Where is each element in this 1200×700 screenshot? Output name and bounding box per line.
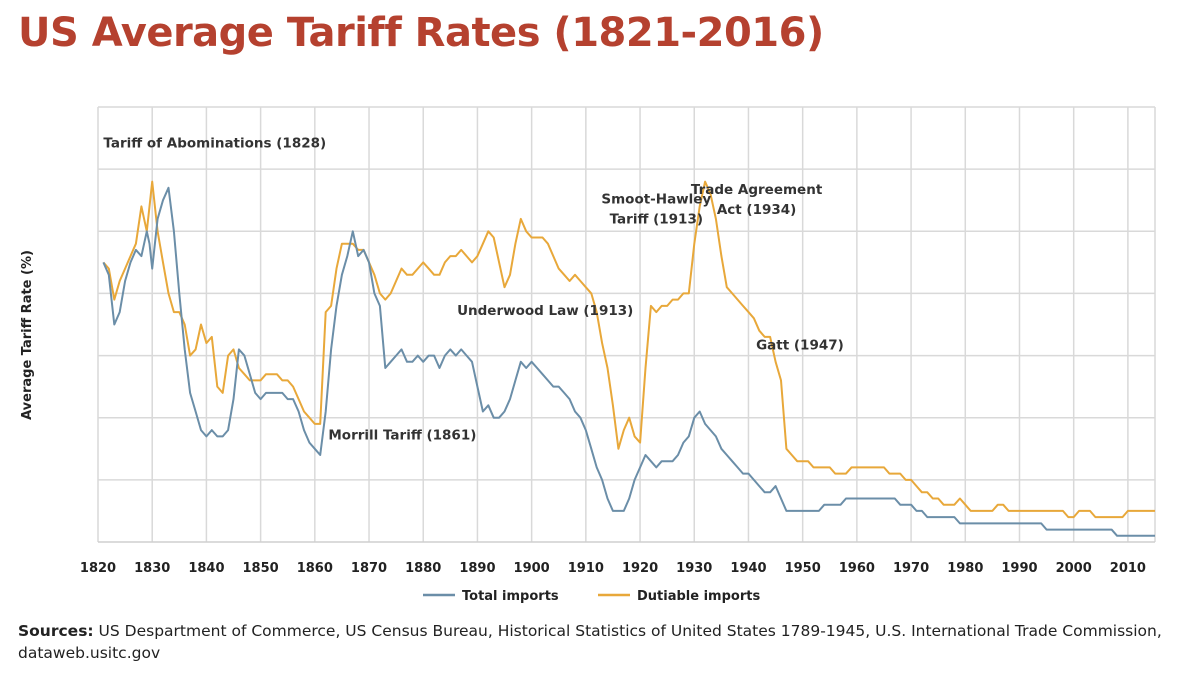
- x-tick-label: 1880: [405, 561, 441, 576]
- annotation-label: Trade Agreement: [691, 182, 823, 198]
- x-tick-label: 2010: [1110, 561, 1146, 576]
- x-tick-label: 1830: [134, 561, 170, 576]
- grid-lines: [97, 106, 1156, 543]
- x-tick-label: 1980: [947, 561, 983, 576]
- x-tick-label: 1920: [622, 561, 658, 576]
- x-tick-label: 1850: [243, 561, 279, 576]
- annotation-label: Gatt (1947): [756, 337, 844, 353]
- legend-label: Dutiable imports: [637, 589, 760, 604]
- annotation-label: Underwood Law (1913): [457, 303, 633, 319]
- legend: Total imports Dutiable imports: [423, 589, 760, 604]
- annotations: Tariff of Abominations (1828) Morrill Tar…: [103, 135, 843, 443]
- annotation-label: Act (1934): [717, 202, 797, 218]
- x-tick-label: 1900: [514, 561, 550, 576]
- tariff-line-chart: 1820 1830 1840 1850 1860 1870 1880 1890 1900 1910…: [20, 106, 1156, 604]
- annotation-label: Tariff of Abominations (1828): [103, 135, 326, 151]
- x-tick-label: 1970: [893, 561, 929, 576]
- annotation-label: Smoot-Hawley: [601, 191, 711, 207]
- series-line-dutiable-imports: [102, 180, 1155, 519]
- x-axis-ticks: 1820 1830 1840 1850 1860 1870 1880 1890 1900 1910…: [80, 561, 1146, 576]
- x-tick-label: 1950: [785, 561, 821, 576]
- x-tick-label: 1890: [459, 561, 495, 576]
- x-tick-label: 1860: [297, 561, 333, 576]
- x-tick-label: 1870: [351, 561, 387, 576]
- x-tick-label: 1820: [80, 561, 116, 576]
- series-lines: [102, 180, 1155, 537]
- annotation-label: Tariff (1913): [610, 211, 703, 227]
- chart-title: US Average Tariff Rates (1821-2016): [18, 10, 824, 56]
- x-tick-label: 2000: [1056, 561, 1092, 576]
- sources-note: Sources: US Despartment of Commerce, US …: [18, 620, 1188, 664]
- sources-label: Sources:: [18, 622, 94, 640]
- x-tick-label: 1840: [188, 561, 224, 576]
- sources-text: US Despartment of Commerce, US Census Bu…: [18, 622, 1162, 662]
- legend-label: Total imports: [462, 589, 559, 604]
- x-tick-label: 1960: [839, 561, 875, 576]
- y-axis-label: Average Tariff Rate (%): [20, 250, 35, 420]
- series-line-total-imports: [102, 186, 1155, 537]
- x-tick-label: 1910: [568, 561, 604, 576]
- x-tick-label: 1990: [1001, 561, 1037, 576]
- annotation-label: Morrill Tariff (1861): [328, 427, 476, 443]
- x-tick-label: 1940: [730, 561, 766, 576]
- x-tick-label: 1930: [676, 561, 712, 576]
